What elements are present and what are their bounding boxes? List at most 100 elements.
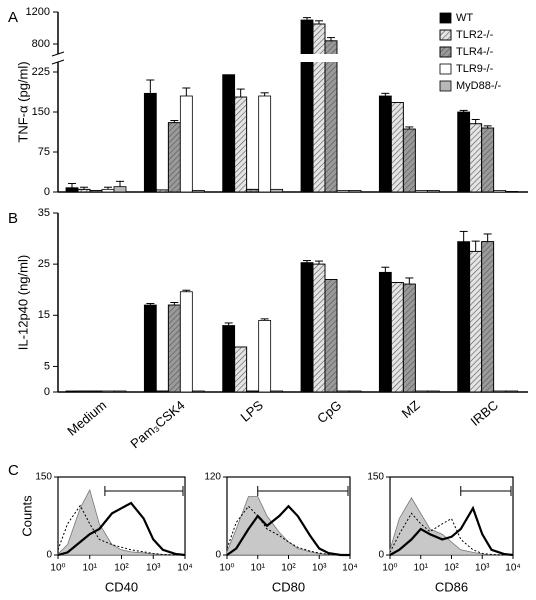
- bar: [101, 188, 115, 193]
- y-tick-label: 150: [367, 472, 384, 483]
- bar: [457, 111, 471, 193]
- legend-swatch: [439, 29, 452, 41]
- x-tick-label: 10¹: [251, 563, 266, 574]
- y-tick-label: 25: [38, 258, 50, 270]
- bar-hatch: [390, 102, 404, 193]
- bar: [179, 291, 193, 393]
- x-tick-label: 10³: [312, 563, 327, 574]
- y-axis-label: Counts: [19, 495, 34, 537]
- legend-label: TLR9-/-: [456, 63, 494, 75]
- bar: [222, 325, 236, 393]
- y-tick-label: 75: [38, 146, 50, 158]
- y-tick-label: 150: [32, 106, 50, 118]
- break-mark: [51, 51, 65, 57]
- x-tick-label: CpG: [314, 397, 344, 426]
- legend-label: TLR4-/-: [456, 46, 494, 58]
- y-tick-label: 0: [46, 550, 52, 561]
- axis-break: [52, 54, 530, 62]
- legend-swatch: [439, 80, 452, 92]
- bar-hatch: [89, 390, 103, 393]
- bar: [336, 390, 350, 393]
- legend-label: WT: [456, 12, 473, 24]
- panel-label: C: [8, 462, 19, 479]
- histogram-line: [57, 501, 186, 557]
- bar: [505, 191, 519, 193]
- bar: [143, 92, 157, 193]
- x-tick-label: 10²: [114, 563, 129, 574]
- bar: [426, 390, 440, 393]
- legend-swatch: [439, 12, 452, 24]
- panel-label: A: [8, 9, 18, 26]
- bar: [65, 187, 79, 193]
- bar: [493, 390, 507, 393]
- bar-hatch: [390, 282, 404, 393]
- bar: [270, 390, 284, 393]
- x-axis-label: CD86: [435, 579, 468, 594]
- bar-hatch: [312, 23, 326, 193]
- x-tick-label: 10⁰: [219, 563, 234, 574]
- bar-hatch: [481, 241, 495, 393]
- bar: [505, 390, 519, 393]
- bar-hatch: [77, 188, 91, 193]
- y-tick-label: 15: [38, 309, 50, 321]
- histogram-filled: [389, 497, 513, 556]
- histogram-line: [389, 505, 514, 557]
- bar-hatch: [155, 189, 169, 193]
- bar: [222, 74, 236, 193]
- bar: [414, 390, 428, 393]
- y-tick-label: 120: [204, 472, 221, 483]
- bar: [426, 189, 440, 193]
- bar: [191, 189, 205, 193]
- bar: [493, 189, 507, 193]
- legend-swatch: [439, 46, 452, 58]
- bar-hatch: [481, 127, 495, 193]
- bar: [348, 390, 362, 393]
- bar-hatch: [469, 123, 483, 193]
- bar: [258, 319, 272, 393]
- x-tick-label: 10⁴: [505, 563, 520, 574]
- bar: [113, 390, 127, 393]
- x-tick-label: Medium: [64, 397, 109, 438]
- y-tick-label: 1200: [26, 6, 50, 18]
- x-tick-label: 10²: [444, 563, 459, 574]
- x-tick-label: LPS: [238, 397, 267, 424]
- x-tick-label: IRBC: [468, 397, 501, 428]
- bar: [179, 95, 193, 193]
- bar-hatch: [402, 283, 416, 393]
- bar-hatch: [324, 40, 338, 193]
- y-tick-label: 35: [38, 207, 50, 219]
- histogram-line: [389, 512, 513, 556]
- y-tick-label: 0: [44, 386, 50, 398]
- legend-swatch: [439, 63, 452, 75]
- bar: [336, 189, 350, 193]
- x-tick-label: 10³: [146, 563, 161, 574]
- x-tick-label: 10¹: [414, 563, 429, 574]
- bar-hatch: [402, 128, 416, 193]
- y-axis-label: IL-12p40 (ng/ml): [15, 255, 30, 350]
- histogram-line: [57, 504, 185, 556]
- y-tick-label: 225: [32, 66, 50, 78]
- y-tick-label: 5: [44, 360, 50, 372]
- bar: [65, 390, 79, 393]
- bar: [457, 241, 471, 393]
- x-tick-label: Pam₃CSK4: [127, 397, 187, 451]
- x-tick-label: 10²: [281, 563, 296, 574]
- x-tick-label: 10⁰: [382, 563, 397, 574]
- bar-hatch: [246, 188, 260, 193]
- bar: [258, 95, 272, 193]
- bar: [378, 95, 392, 193]
- break-mark: [51, 59, 65, 65]
- bar-hatch: [234, 346, 248, 393]
- y-tick-label: 150: [35, 472, 52, 483]
- bar-hatch: [77, 390, 91, 393]
- bar-hatch: [312, 263, 326, 393]
- bar: [270, 188, 284, 193]
- x-tick-label: 10⁰: [50, 563, 65, 574]
- bar: [378, 271, 392, 393]
- x-tick-label: MZ: [399, 397, 423, 421]
- bar-hatch: [234, 96, 248, 193]
- bar-hatch: [155, 390, 169, 393]
- x-tick-label: 10⁴: [177, 563, 192, 574]
- bar-hatch: [324, 279, 338, 393]
- bar-hatch: [89, 189, 103, 193]
